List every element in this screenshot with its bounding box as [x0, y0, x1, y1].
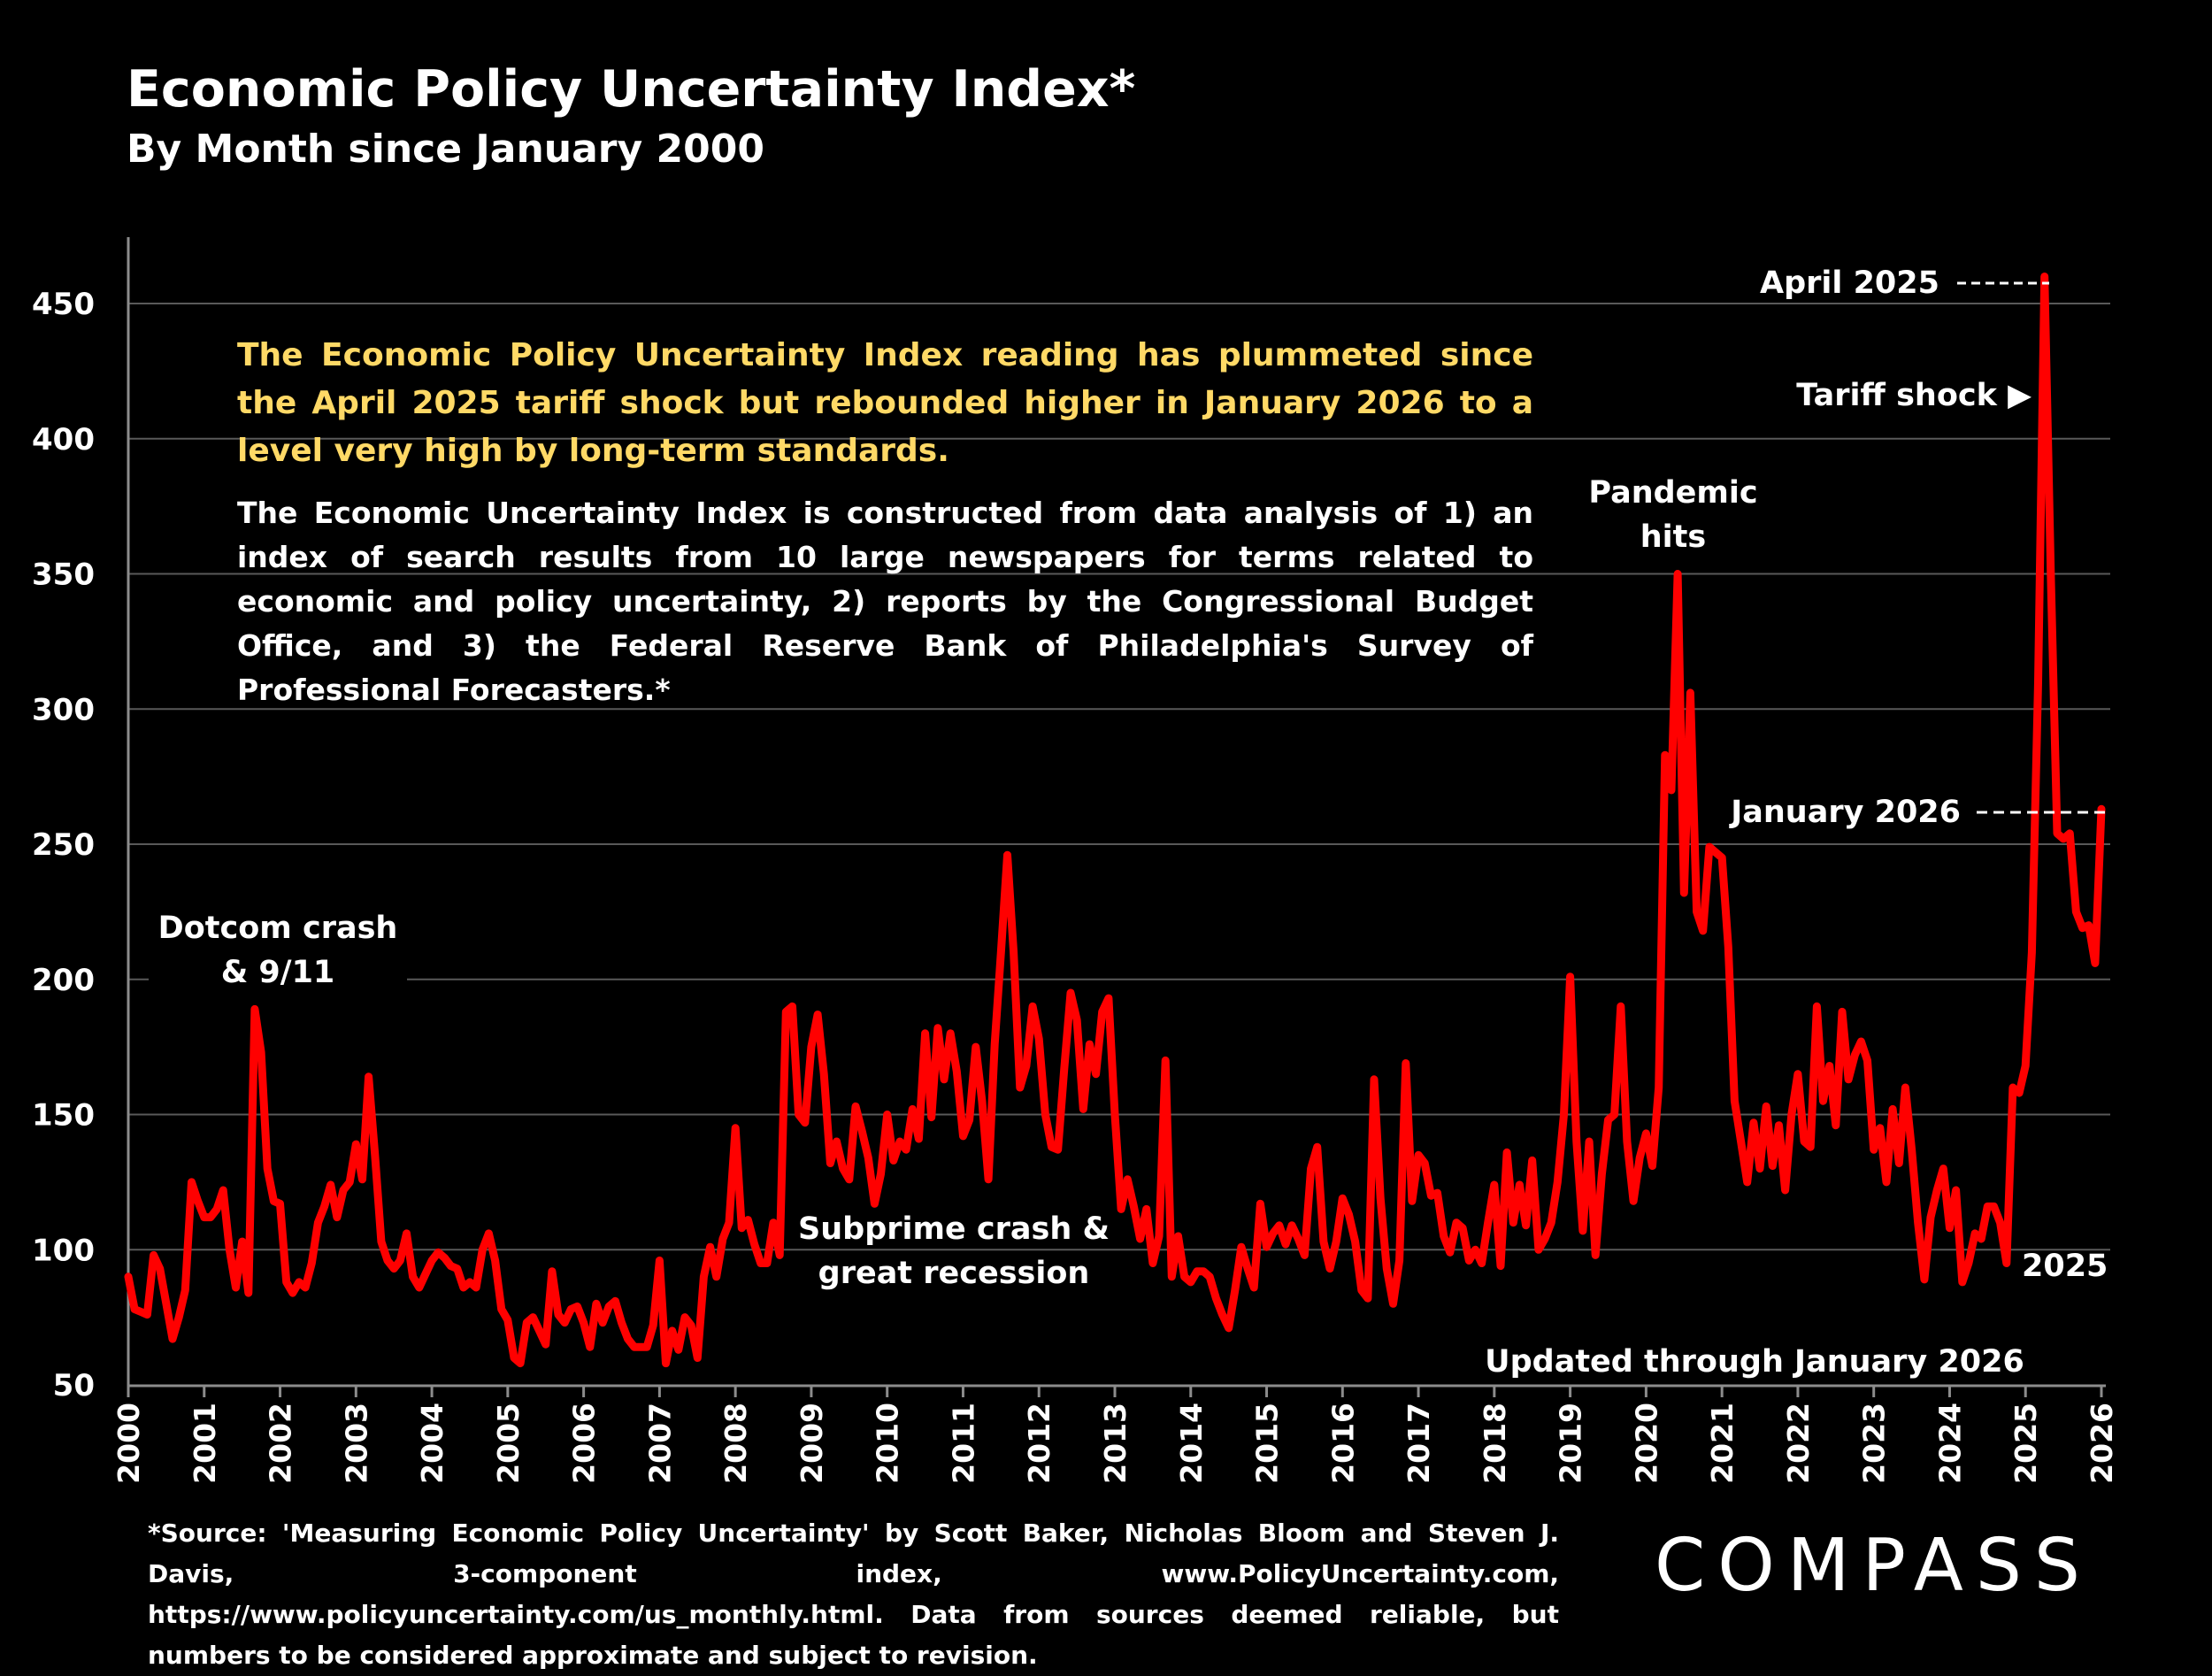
- x-tick-label: 2008: [718, 1403, 753, 1484]
- y-tick-label: 400: [32, 422, 95, 457]
- x-tick-label: 2013: [1098, 1403, 1133, 1484]
- y-tick-label: 250: [32, 827, 95, 863]
- x-tick-label: 2000: [111, 1403, 146, 1484]
- compass-logo: COMPASS: [1655, 1524, 2093, 1608]
- x-tick-label: 2018: [1478, 1403, 1512, 1484]
- series-line: [124, 273, 2106, 1368]
- x-tick-label: 2017: [1402, 1403, 1436, 1484]
- x-tick-label: 2026: [2085, 1403, 2119, 1484]
- y-tick-label: 450: [32, 287, 95, 322]
- x-tick-label: 2024: [1932, 1403, 1967, 1484]
- x-tick-label: 2022: [1781, 1403, 1816, 1484]
- x-tick-label: 2025: [2008, 1403, 2043, 1484]
- y-tick-label: 50: [53, 1368, 95, 1403]
- y-tick-label: 350: [32, 557, 95, 593]
- x-tick-label: 2021: [1705, 1403, 1740, 1484]
- x-axis-labels: 2000 2001 2002 2003 2004 2005 2006 2007 2008 2009…: [111, 1385, 2119, 1484]
- y-axis-labels: 50 100 150 200 250 300 350 400 450: [32, 287, 95, 1403]
- annotation-pandemic: Pandemic: [1588, 475, 1757, 511]
- annotation-subprime: great recession: [818, 1256, 1090, 1291]
- dotcom-label-bg: [149, 903, 407, 987]
- annotation-subprime: Subprime crash &: [798, 1211, 1110, 1247]
- annotation-dotcom: & 9/11: [221, 955, 335, 990]
- description-note: The Economic Uncertainty Index is constr…: [237, 496, 1533, 707]
- chart-subtitle: By Month since January 2000: [127, 127, 764, 172]
- x-tick-label: 2019: [1554, 1403, 1588, 1484]
- annotation-tariff-shock: Tariff shock ▶: [1796, 378, 2032, 413]
- x-tick-label: 2001: [188, 1403, 222, 1484]
- gridlines: [128, 303, 2110, 1251]
- headline-note: The Economic Policy Uncertainty Index re…: [237, 337, 1533, 469]
- annotation-pandemic: hits: [1640, 519, 1706, 555]
- x-tick-label: 2015: [1250, 1403, 1285, 1484]
- annotation-april-2025: April 2025: [1760, 265, 1939, 301]
- x-tick-label: 2012: [1022, 1403, 1056, 1484]
- x-tick-label: 2002: [264, 1403, 298, 1484]
- y-tick-label: 300: [32, 692, 95, 727]
- x-tick-label: 2009: [795, 1403, 829, 1484]
- x-tick-label: 2016: [1325, 1403, 1360, 1484]
- annotation-dotcom: Dotcom crash: [158, 911, 398, 946]
- x-tick-label: 2011: [946, 1403, 980, 1484]
- x-tick-label: 2023: [1857, 1403, 1892, 1484]
- annotation-updated: Updated through January 2026: [1485, 1344, 2024, 1380]
- annotation-january-2026: January 2026: [1729, 795, 1961, 830]
- x-tick-label: 2007: [642, 1403, 677, 1484]
- x-tick-label: 2014: [1174, 1403, 1209, 1484]
- y-tick-label: 200: [32, 963, 95, 998]
- y-tick-label: 100: [32, 1233, 95, 1268]
- x-tick-label: 2020: [1629, 1403, 1663, 1484]
- x-tick-label: 2010: [871, 1403, 905, 1484]
- x-tick-label: 2005: [491, 1403, 526, 1484]
- x-tick-label: 2004: [415, 1403, 449, 1484]
- chart-title: Economic Policy Uncertainty Index*: [127, 60, 1135, 119]
- annotation-2025: 2025: [2022, 1249, 2108, 1284]
- x-tick-label: 2006: [567, 1403, 602, 1484]
- x-tick-label: 2003: [339, 1403, 373, 1484]
- y-tick-label: 150: [32, 1098, 95, 1134]
- source-footnote: *Source: 'Measuring Economic Policy Unce…: [148, 1518, 1559, 1670]
